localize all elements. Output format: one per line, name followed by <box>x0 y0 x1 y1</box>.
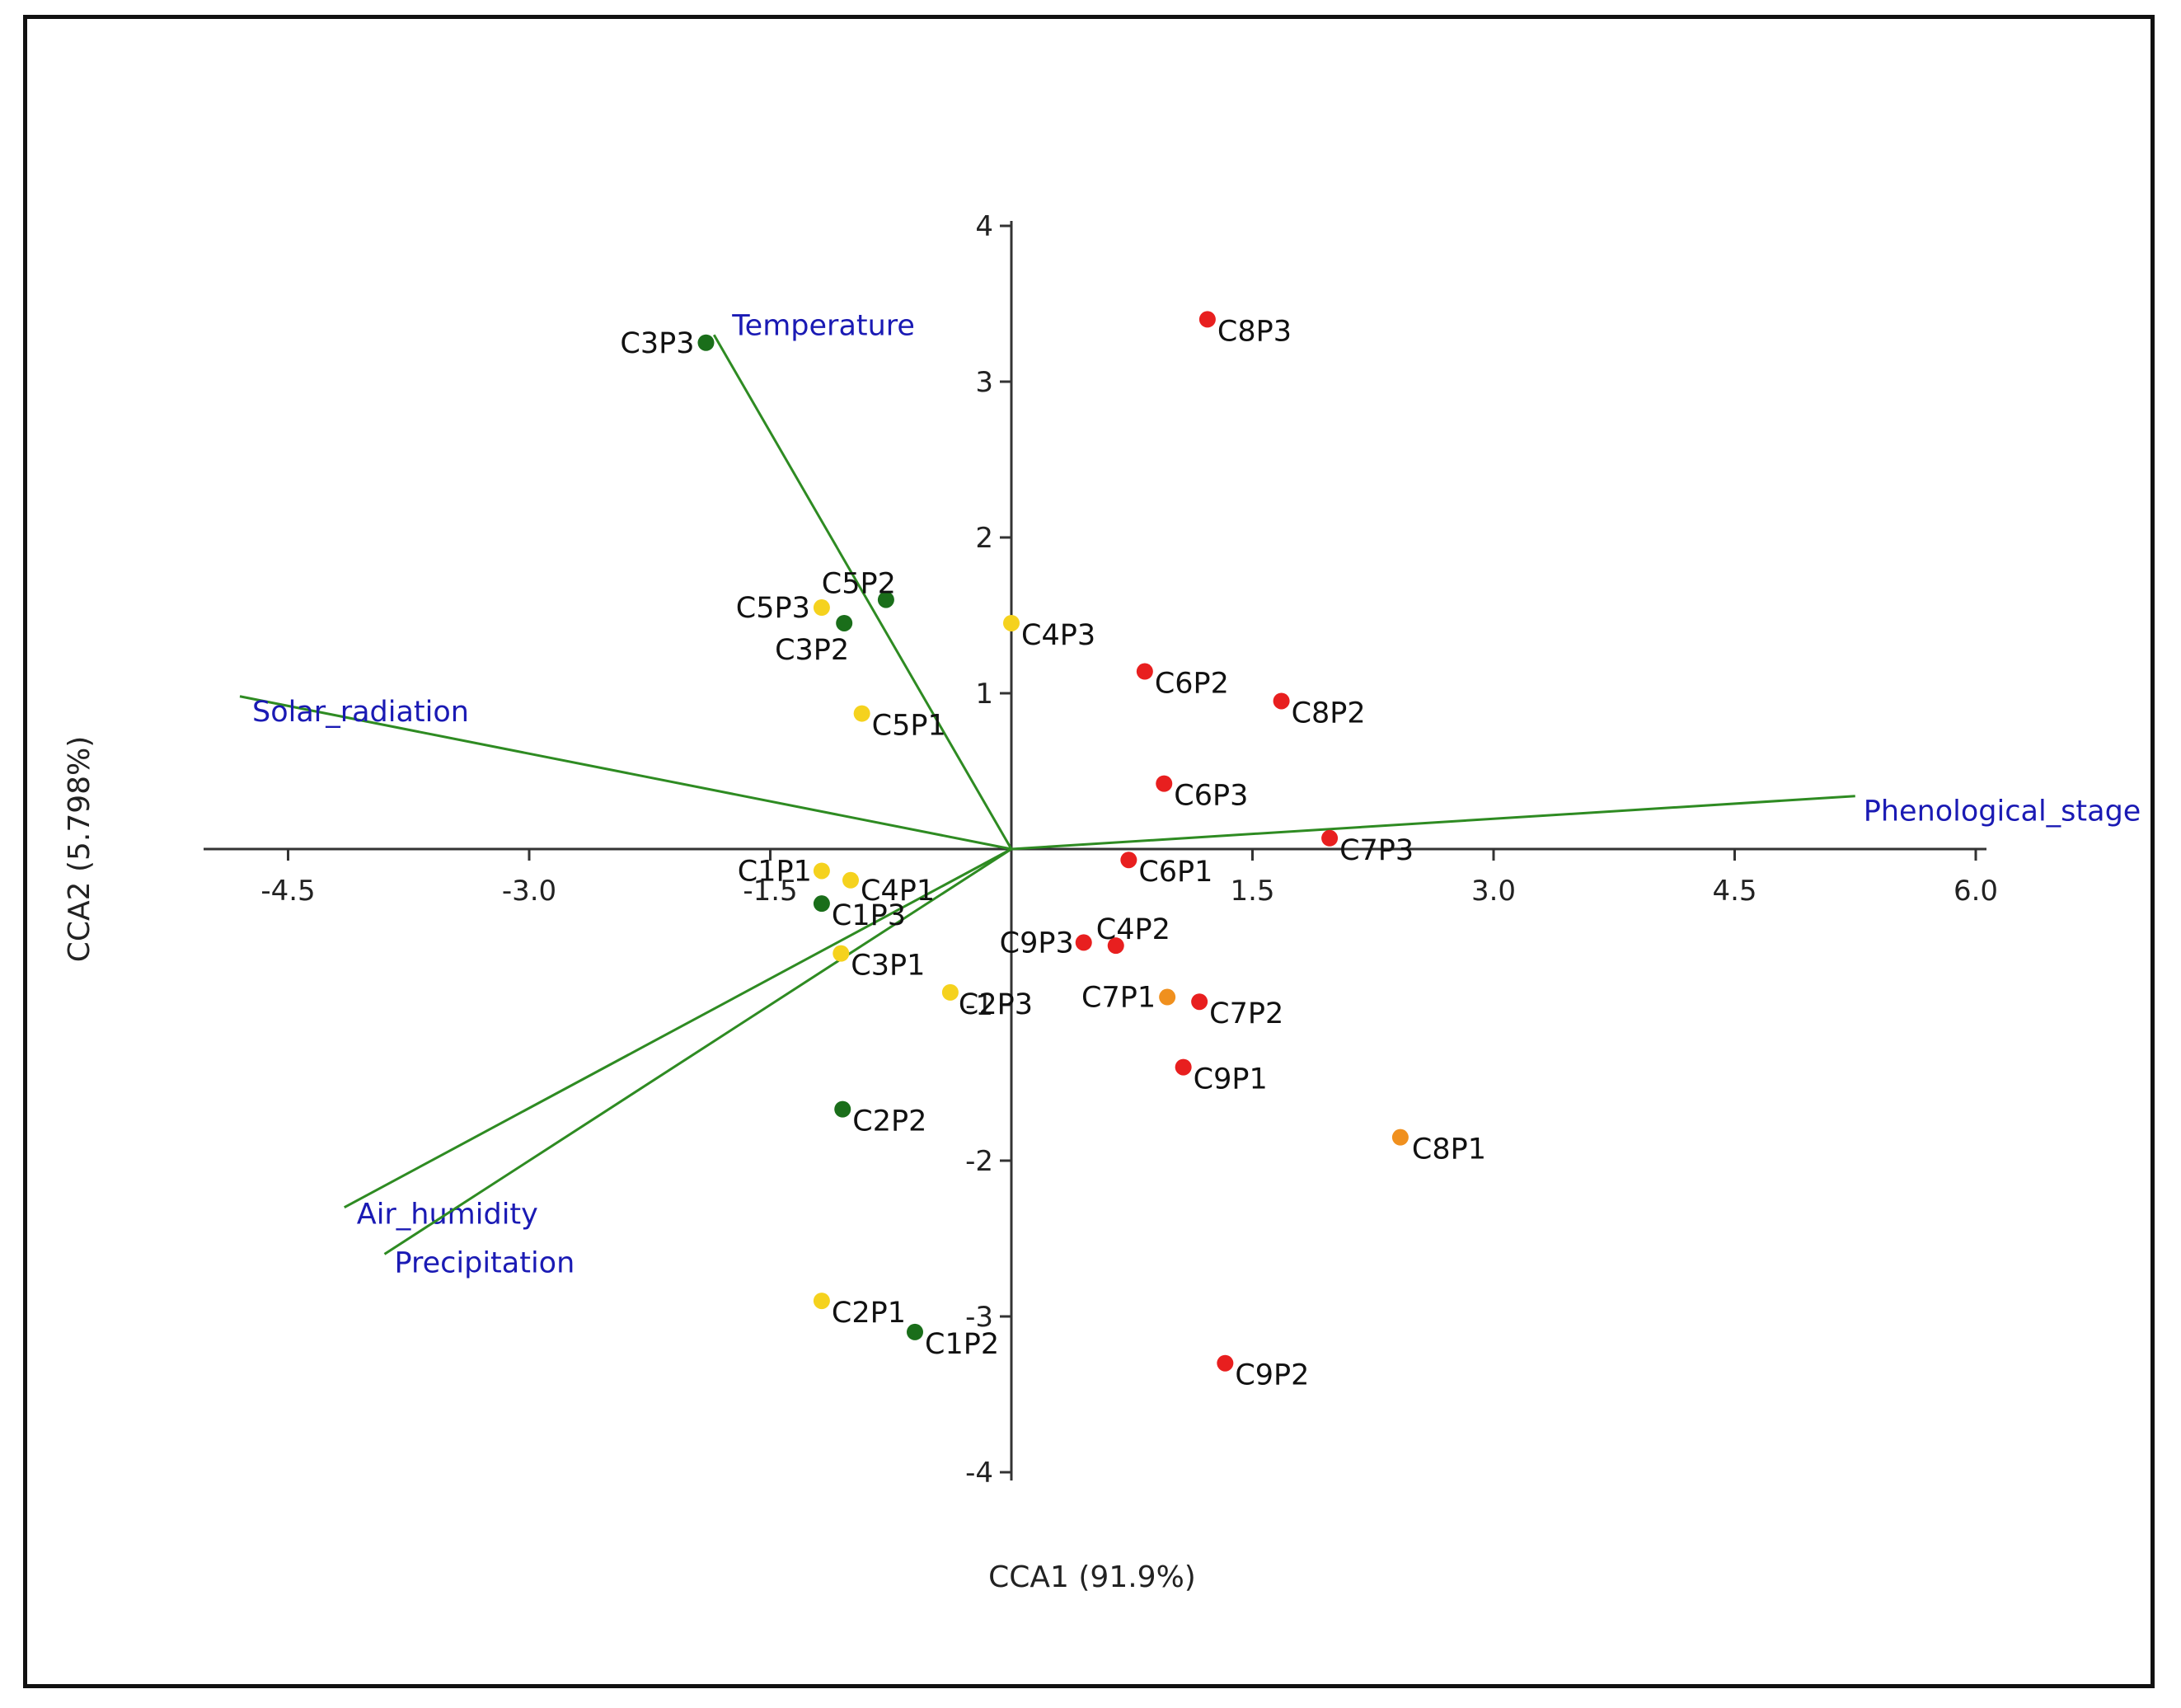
x-tick-label: -4.5 <box>260 875 315 908</box>
site-point-label: C2P3 <box>959 988 1033 1021</box>
site-point-label: C7P3 <box>1339 834 1414 867</box>
site-point-label: C9P1 <box>1194 1063 1268 1096</box>
site-point-label: C7P1 <box>1081 982 1156 1015</box>
site-point <box>834 1100 851 1118</box>
site-point <box>697 334 715 351</box>
site-point <box>1391 1128 1409 1146</box>
site-point <box>813 1293 830 1310</box>
x-tick-label: -3.0 <box>502 875 556 908</box>
site-point <box>836 614 853 631</box>
site-point-label: C9P2 <box>1235 1359 1309 1392</box>
x-tick-label: 4.5 <box>1712 875 1757 908</box>
site-point <box>1075 934 1092 951</box>
x-tick-label: 3.0 <box>1471 875 1516 908</box>
site-point <box>1120 852 1137 869</box>
site-point-label: C6P1 <box>1138 856 1212 889</box>
site-point-label: C2P2 <box>852 1105 926 1138</box>
site-point <box>813 599 830 617</box>
site-point-label: C1P3 <box>832 899 906 932</box>
site-point <box>877 591 894 608</box>
vector-label: Phenological_stage <box>1864 795 2141 828</box>
site-point-label: C5P1 <box>872 710 946 743</box>
site-points: C3P3 C8P3 C5P2 C5P3 C3P2 C4P3 C6P2 C8P2 C5P1 C6P3… <box>620 311 1486 1392</box>
x-tick-label: -1.5 <box>743 875 797 908</box>
site-point-label: C1P2 <box>925 1328 999 1361</box>
site-point-label: C2P1 <box>832 1297 906 1330</box>
site-point <box>941 983 959 1001</box>
vector-line <box>239 695 1012 851</box>
site-point-label: C8P3 <box>1217 315 1292 348</box>
site-point <box>1198 311 1216 328</box>
site-point <box>1217 1354 1234 1372</box>
site-point-label: C5P2 <box>822 568 896 601</box>
site-point <box>853 705 870 722</box>
site-point <box>813 895 830 913</box>
site-point-label: C3P1 <box>851 950 925 983</box>
site-point <box>1321 829 1339 847</box>
site-point <box>907 1323 923 1340</box>
y-tick-label: 1 <box>975 678 993 711</box>
site-point-label: C6P3 <box>1174 780 1248 813</box>
site-point-label: C4P1 <box>861 875 935 908</box>
y-tick-label: 2 <box>975 522 993 555</box>
site-point <box>1107 937 1124 955</box>
site-point <box>1191 993 1208 1011</box>
site-point <box>1159 988 1176 1006</box>
site-point-label: C3P2 <box>775 634 849 667</box>
vector-line <box>383 847 1012 1255</box>
axes: -4.5 -3.0 -1.5 1.5 3.0 4.5 6.0 4 3 2 1 -1 -2 -3 -4 <box>204 210 1998 1490</box>
site-point-label: C5P3 <box>736 592 810 625</box>
environmental-vectors: Temperature Solar_radiation Phenological_s… <box>239 309 2141 1279</box>
figure-frame <box>23 15 2155 1688</box>
site-point-label: C4P3 <box>1021 619 1095 652</box>
site-point-label: C8P1 <box>1412 1133 1486 1166</box>
vector-label: Precipitation <box>395 1246 575 1279</box>
site-point-label: C4P2 <box>1096 913 1170 946</box>
site-point-label: C9P3 <box>1000 927 1074 960</box>
site-point <box>1273 692 1290 710</box>
vector-line <box>1011 795 1855 851</box>
site-point <box>813 862 830 880</box>
site-point <box>842 871 859 889</box>
site-point-label: C3P3 <box>620 327 694 360</box>
y-axis-title: CCA2 (5.798%) <box>63 736 96 963</box>
site-point-label: C1P1 <box>738 855 812 888</box>
site-point-label: C8P2 <box>1292 697 1366 730</box>
x-axis-title: CCA1 (91.9%) <box>988 1560 1196 1594</box>
y-tick-label: -4 <box>965 1457 993 1490</box>
site-point <box>1156 775 1173 792</box>
y-tick-label: -2 <box>965 1145 993 1178</box>
x-tick-label: 6.0 <box>1954 875 1998 908</box>
x-tick-label: 1.5 <box>1230 875 1274 908</box>
site-point <box>1136 663 1153 680</box>
vector-label: Solar_radiation <box>252 696 469 729</box>
site-point <box>1175 1058 1192 1076</box>
site-point <box>833 945 850 962</box>
site-point <box>1003 614 1020 631</box>
vector-label: Temperature <box>731 309 915 342</box>
vector-line <box>344 847 1012 1209</box>
y-tick-label: -3 <box>965 1301 993 1334</box>
vector-line <box>712 334 1013 850</box>
site-point-label: C6P2 <box>1155 668 1229 701</box>
site-point-label: C7P2 <box>1209 997 1283 1030</box>
y-tick-label: 4 <box>975 210 993 243</box>
y-tick-label: -1 <box>965 989 993 1022</box>
y-tick-label: 3 <box>975 366 993 399</box>
